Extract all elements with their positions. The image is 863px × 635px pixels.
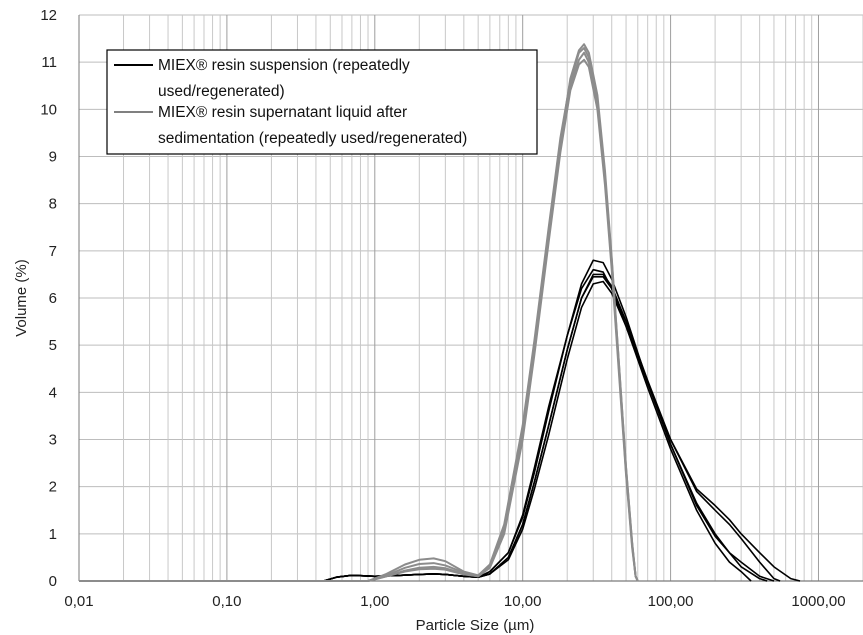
y-tick-label: 12	[40, 7, 57, 24]
x-axis: 0,01 0,10 1,00 10,00 100,00 1000,00	[64, 593, 845, 610]
x-axis-title: Particle Size (µm)	[416, 617, 535, 634]
series-line-suspension-4	[79, 280, 781, 582]
x-tick-label: 100,00	[648, 593, 694, 610]
y-tick-label: 6	[49, 290, 57, 307]
y-tick-label: 0	[49, 573, 57, 590]
y-tick-label: 3	[49, 432, 57, 449]
y-tick-label: 4	[49, 384, 57, 401]
y-tick-label: 1	[49, 526, 57, 543]
x-tick-label: 1,00	[360, 593, 389, 610]
series-line-suspension-5	[79, 275, 801, 582]
legend-label: used/regenerated)	[158, 83, 285, 100]
y-tick-label: 2	[49, 479, 57, 496]
series-line-supernatant-9	[79, 43, 639, 582]
y-tick-label: 11	[41, 54, 57, 71]
y-tick-label: 8	[49, 196, 57, 213]
series-group	[79, 43, 801, 582]
series-line-suspension-3	[79, 259, 775, 582]
y-axis-title: Volume (%)	[13, 259, 30, 337]
y-tick-label: 9	[49, 149, 57, 166]
x-tick-label: 0,01	[64, 593, 93, 610]
x-tick-label: 1000,00	[791, 593, 845, 610]
y-tick-label: 7	[49, 243, 57, 260]
x-tick-label: 0,10	[212, 593, 241, 610]
legend-box	[106, 49, 538, 155]
y-tick-label: 10	[40, 101, 57, 118]
y-tick-label: 5	[49, 337, 57, 354]
legend-label: sedimentation (repeatedly used/regenerat…	[158, 130, 467, 147]
legend-label: MIEX® resin suspension (repeatedly	[158, 57, 410, 74]
legend: MIEX® resin suspension (repeatedly used/r…	[106, 49, 538, 155]
legend-label: MIEX® resin supernatant liquid after	[158, 104, 407, 121]
x-tick-label: 10,00	[504, 593, 542, 610]
